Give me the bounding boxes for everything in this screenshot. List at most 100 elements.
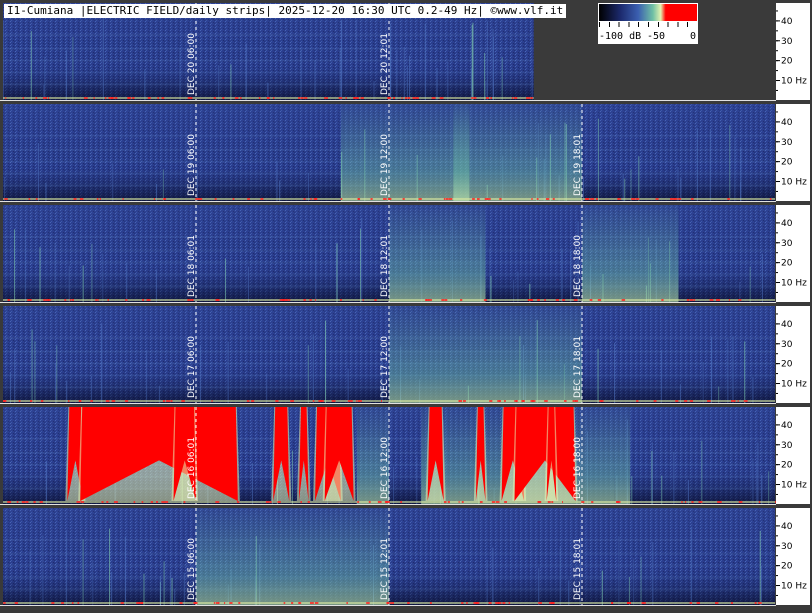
baseline-spike [504,501,507,503]
baseline-spike [661,299,664,301]
spectral-streak [279,180,281,201]
spectral-streak [361,218,363,302]
baseline-noise [3,400,775,402]
spectral-streak [628,577,630,605]
baseline-spike [508,602,511,604]
baseline-spike [443,501,447,503]
resonance-band [3,59,534,62]
baseline-spike [401,97,403,99]
spectral-streak [471,68,473,100]
baseline-spike [189,97,193,99]
baseline-spike [213,97,216,99]
baseline-spike [125,299,128,301]
strip-dec-19: DEC 19 06:00 DEC 19 12:00 DEC 19 18:01 40 30… [0,104,810,202]
baseline-spike [366,602,370,604]
frequency-tick-label: 10 Hz [781,178,807,188]
baseline-spike [549,501,551,503]
frequency-tick-label: 20 [781,360,793,370]
baseline-spike [108,97,111,99]
baseline-spike [45,97,47,99]
spectral-streak [171,578,173,605]
spectral-streak [54,242,56,302]
spectral-streak [614,343,616,403]
spectral-streak [759,530,761,605]
spectral-streak [162,169,164,201]
spectral-streak [155,270,157,302]
baseline-spike [166,400,170,402]
baseline-spike [301,97,304,99]
spectral-streak [169,571,171,605]
baseline-spike [141,602,144,604]
baseline-spike [530,97,532,99]
baseline-spike [380,400,383,402]
baseline-spike [485,97,490,99]
spectral-streak [90,375,92,403]
scale-label-max: 0 [690,31,697,42]
spectral-streak [492,547,494,605]
baseline-spike [338,97,343,99]
spectral-streak [314,60,316,100]
baseline-spike [213,602,216,604]
spectral-streak [158,385,160,403]
baseline-spike [310,198,312,200]
strip-separator [0,201,776,202]
frequency-axis-bg [776,508,810,605]
spectral-streak [757,442,759,504]
baseline-spike [77,602,80,604]
spectral-streak [390,47,392,100]
spectral-streak [762,253,764,302]
spectral-streak [146,350,148,403]
baseline-spike [402,198,405,200]
baseline-spike [551,501,554,503]
baseline-spike [303,299,305,301]
spectral-streak [192,544,194,605]
baseline-spike [690,299,694,301]
baseline-spike [314,198,317,200]
spectral-streak [517,271,519,302]
green-activity [453,104,582,201]
baseline-spike [758,602,762,604]
baseline-spike [461,602,464,604]
baseline-spike [693,299,696,301]
baseline-spike [142,299,144,301]
spectral-streak [768,471,770,504]
baseline-spike [495,501,500,503]
spectral-streak [490,276,492,302]
baseline-spike [246,400,250,402]
spectral-streak [65,531,67,605]
spectral-streak [174,588,176,605]
frequency-tick-label: 20 [781,461,793,471]
baseline-spike [42,97,47,99]
baseline-spike [187,299,192,301]
frequency-axis-bg [776,3,810,100]
baseline-spike [499,400,501,402]
baseline-spike [545,198,550,200]
baseline-spike [681,501,683,503]
scale-label-min: -100 dB [599,31,642,42]
baseline-spike [495,602,500,604]
spectral-streak [732,336,734,403]
spectral-streak [218,65,220,100]
frequency-axis-bg [776,205,810,302]
red-burst [546,407,557,501]
baseline-spike [488,602,492,604]
baseline-spike [448,198,453,200]
spectral-streak [112,163,114,201]
green-activity [196,508,389,605]
spectral-streak [72,36,74,100]
baseline-spike [544,299,546,301]
baseline-spike [407,602,410,604]
spectral-streak [42,535,44,605]
frequency-tick-label: 10 Hz [781,77,807,87]
baseline-spike [404,97,407,99]
baseline-spike [356,400,358,402]
spectral-streak [66,381,68,403]
spectral-streak [485,81,487,100]
spectral-streak [373,81,375,100]
spectral-streak [156,183,158,201]
spectral-streak [597,348,599,403]
spectral-streak [559,546,561,605]
spectral-streak [687,480,689,504]
baseline-spike [400,501,403,503]
